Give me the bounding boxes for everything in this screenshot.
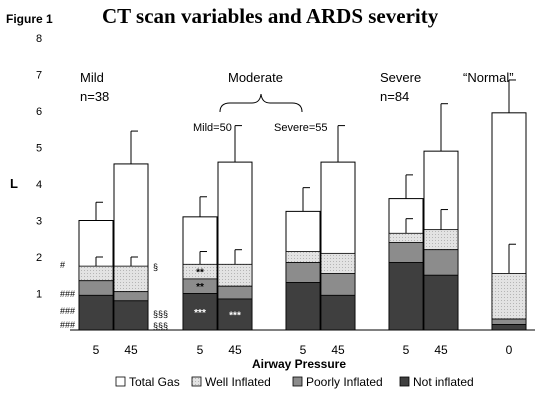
bar-stack (320, 125, 356, 331)
bar-stack (78, 201, 114, 331)
bar-not-inflated (113, 300, 149, 331)
subgroup-label-mild: Mild=50 (193, 122, 232, 134)
bar-not-inflated (423, 274, 459, 331)
bar-stack (113, 130, 149, 331)
bar-well-inflated (113, 265, 149, 293)
bar-poorly-inflated (217, 285, 253, 300)
group-label-mild: Mild (80, 70, 104, 85)
bar-poorly-inflated (320, 273, 356, 296)
y-axis-label: L (10, 176, 18, 191)
x-tick-label: 5 (403, 343, 410, 357)
bar-poorly-inflated (388, 241, 424, 263)
bar-not-inflated (182, 293, 218, 331)
legend-swatch (115, 376, 126, 387)
legend-label: Not inflated (413, 375, 474, 389)
bar-well-inflated (320, 252, 356, 274)
legend-swatch (191, 376, 202, 387)
bar-stack: *** (217, 125, 253, 331)
legend-swatch (399, 376, 410, 387)
group-label-normal: “Normal” (463, 70, 514, 85)
y-tick-label: 7 (36, 70, 42, 82)
y-tick-label: 8 (36, 33, 42, 45)
y-tick-label: 2 (36, 252, 42, 264)
section-annotation: § (153, 262, 158, 272)
bar-well-inflated (217, 263, 253, 287)
x-tick-label: 45 (434, 343, 448, 357)
hash-annotation: ### (60, 306, 75, 316)
bar-not-inflated (78, 294, 114, 331)
group-sublabel-severe: n=84 (380, 89, 409, 104)
bar-well-inflated (491, 273, 527, 320)
y-tick-label: 4 (36, 179, 42, 191)
x-axis-label: Airway Pressure (252, 357, 346, 371)
y-tick-label: 3 (36, 216, 42, 228)
bar-not-inflated (285, 282, 321, 331)
y-tick-label: 1 (36, 289, 42, 301)
bar-not-inflated (217, 298, 253, 331)
bar-poorly-inflated (423, 249, 459, 276)
x-tick-label: 5 (197, 343, 204, 357)
y-tick-label: 5 (36, 143, 42, 155)
section-annotation: §§§ (153, 309, 168, 319)
x-tick-label: 45 (124, 343, 138, 357)
subgroup-label-severe: Severe=55 (274, 122, 328, 134)
bar-stack (491, 79, 527, 331)
sig-mark: ** (196, 282, 204, 293)
hash-annotation: ### (60, 320, 75, 330)
bar-well-inflated (285, 251, 321, 263)
bar-poorly-inflated (113, 291, 149, 302)
chart-title: CT scan variables and ARDS severity (102, 4, 439, 28)
x-tick-label: 45 (331, 343, 345, 357)
bar-poorly-inflated (78, 280, 114, 296)
bar-not-inflated (491, 324, 527, 331)
x-tick-label: 5 (93, 343, 100, 357)
bar-stack (285, 187, 321, 331)
figure-label: Figure 1 (6, 12, 53, 26)
section-annotation: §§§ (153, 321, 168, 331)
legend-swatch (292, 376, 303, 387)
group-sublabel-mild: n=38 (80, 89, 109, 104)
y-tick-label: 6 (36, 106, 42, 118)
bar-stack (388, 174, 424, 331)
bar-not-inflated (388, 262, 424, 331)
bar-not-inflated (320, 294, 356, 331)
bar-well-inflated (78, 265, 114, 282)
bar-well-inflated (423, 229, 459, 251)
sig-mark: ** (196, 268, 204, 279)
x-tick-label: 5 (300, 343, 307, 357)
bar-poorly-inflated (491, 318, 527, 325)
sig-mark: *** (229, 310, 241, 321)
legend-label: Poorly Inflated (306, 375, 383, 389)
x-tick-label: 0 (506, 343, 513, 357)
bar-stack: ******* (182, 196, 218, 331)
x-tick-label: 45 (228, 343, 242, 357)
legend-label: Well Inflated (205, 375, 271, 389)
group-label-severe: Severe (380, 70, 421, 85)
bar-well-inflated (388, 232, 424, 243)
hash-annotation: ### (60, 289, 75, 299)
group-label-moderate: Moderate (228, 70, 283, 85)
bar-poorly-inflated (285, 262, 321, 283)
hash-annotation: # (60, 260, 65, 270)
bar-stack (423, 103, 459, 331)
moderate-brace (219, 93, 303, 113)
legend-label: Total Gas (129, 375, 180, 389)
sig-mark: *** (194, 308, 206, 319)
